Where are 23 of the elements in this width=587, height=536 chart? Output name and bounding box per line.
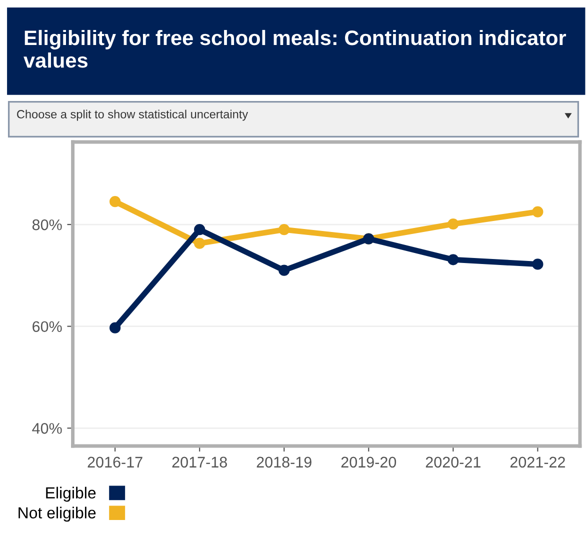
y-tick-label: 60% bbox=[32, 321, 62, 332]
point bbox=[109, 322, 121, 334]
point bbox=[448, 254, 459, 266]
x-tick-label: 2017-18 bbox=[172, 456, 227, 468]
point bbox=[532, 258, 544, 270]
y-tick-label: 40% bbox=[32, 423, 62, 434]
x-tick-label: 2020-21 bbox=[426, 456, 480, 468]
point bbox=[448, 218, 459, 230]
x-tick-label: 2018-19 bbox=[256, 456, 312, 468]
chart-title: Eligibility for free school meals: Continuation indicator values bbox=[24, 30, 566, 68]
x-tick-label: 2019-20 bbox=[341, 456, 396, 468]
point bbox=[278, 264, 290, 276]
point bbox=[278, 224, 290, 236]
point bbox=[194, 224, 206, 236]
x-tick-label: 2016-17 bbox=[88, 456, 142, 468]
text: Choose a split to show statistical uncertainty bbox=[17, 110, 248, 121]
point bbox=[194, 238, 206, 249]
legend-label: Eligible bbox=[46, 486, 96, 502]
point bbox=[532, 206, 544, 218]
legend-label: Not eligible bbox=[18, 506, 96, 522]
y-tick-label: 80% bbox=[32, 219, 62, 230]
point bbox=[109, 196, 121, 208]
x-tick-label: 2021-22 bbox=[510, 456, 565, 468]
